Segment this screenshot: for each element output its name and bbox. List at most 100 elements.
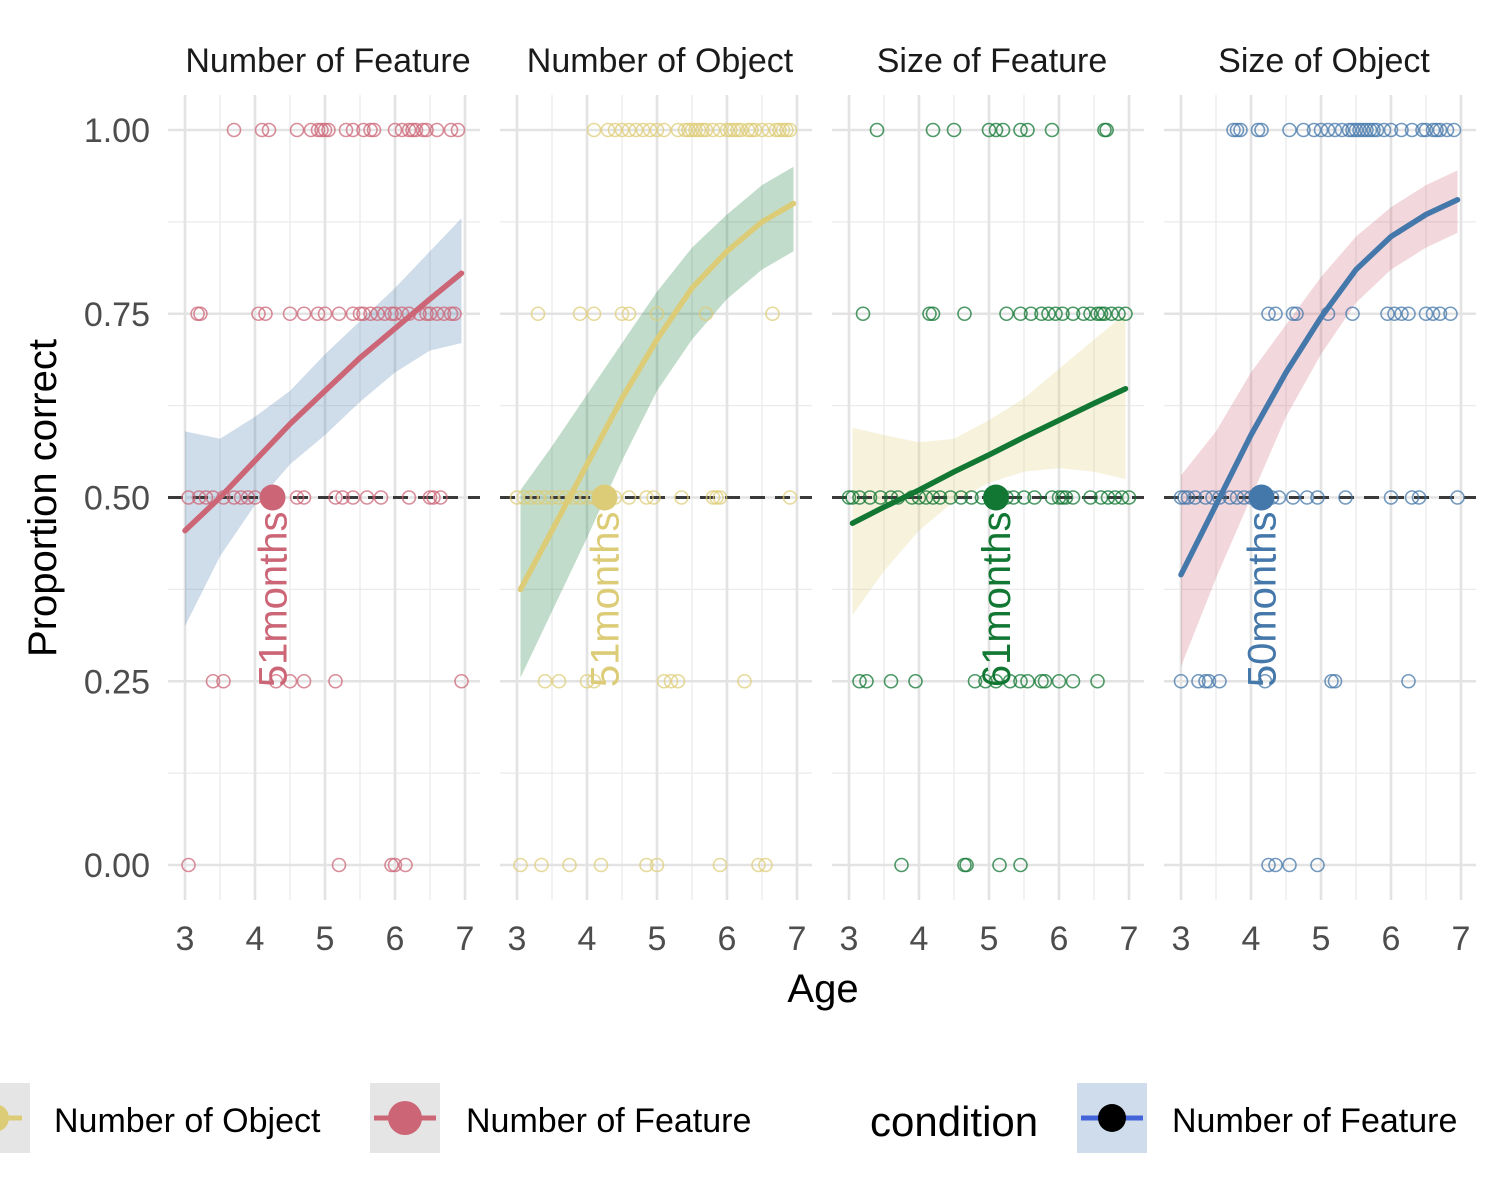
data-point — [419, 306, 434, 322]
data-point — [1345, 122, 1360, 138]
data-point — [967, 673, 983, 689]
facet-panel: 51months Number of Feature 3 4 5 6 7 — [168, 42, 480, 958]
data-point — [946, 122, 962, 138]
data-point — [1261, 857, 1276, 873]
data-point — [1345, 306, 1360, 322]
x-tick-label: 5 — [648, 920, 667, 958]
data-point — [1233, 122, 1248, 138]
data-point — [586, 306, 602, 322]
data-point — [988, 122, 1004, 138]
data-point — [646, 490, 661, 505]
data-point — [649, 122, 665, 138]
data-point — [193, 306, 208, 322]
data-point — [544, 490, 560, 505]
data-point — [1002, 673, 1018, 689]
data-point — [384, 857, 399, 873]
data-point — [1104, 306, 1119, 322]
data-point — [918, 490, 934, 505]
data-point — [1394, 122, 1409, 138]
data-point — [1065, 490, 1081, 505]
data-point — [747, 122, 763, 138]
data-point — [765, 306, 780, 322]
data-point — [1044, 122, 1060, 138]
data-point — [639, 857, 654, 873]
facet-panel: 61months Size of Feature 3 4 5 6 7 — [832, 42, 1144, 958]
data-point — [1093, 306, 1109, 322]
data-point — [579, 673, 595, 689]
data-point — [1401, 306, 1416, 322]
data-point — [988, 673, 1004, 689]
data-point — [1051, 673, 1067, 689]
data-point — [639, 490, 654, 505]
data-point — [1341, 122, 1357, 138]
data-point — [1180, 490, 1196, 505]
confidence-ribbon — [1181, 170, 1458, 667]
data-point — [1016, 490, 1032, 505]
data-point — [251, 306, 266, 322]
data-point — [1310, 857, 1325, 873]
data-point — [712, 122, 728, 138]
data-point — [331, 857, 347, 873]
fitted-curve — [517, 200, 797, 593]
data-point — [422, 490, 438, 505]
legend-title: condition — [870, 1098, 1038, 1145]
data-point — [1355, 122, 1371, 138]
data-point — [1387, 306, 1402, 322]
data-point — [1041, 306, 1056, 322]
legend-key-symbol — [0, 1104, 9, 1132]
data-point — [328, 490, 343, 505]
data-point — [649, 306, 665, 322]
data-point — [289, 490, 305, 505]
data-point — [1268, 857, 1283, 873]
data-point — [995, 122, 1011, 138]
data-point — [925, 122, 941, 138]
data-point — [296, 306, 312, 322]
data-point — [862, 490, 878, 505]
data-point — [551, 673, 567, 689]
data-point — [1282, 857, 1297, 873]
data-point — [405, 122, 420, 138]
data-point — [454, 673, 469, 689]
data-point — [387, 122, 403, 138]
data-point — [258, 306, 273, 322]
x-tick-label: 4 — [578, 920, 597, 958]
x-tick-label: 5 — [316, 920, 335, 958]
data-point — [621, 490, 637, 505]
x-tick-label: 3 — [176, 920, 195, 958]
legend-label: Number of Feature — [1172, 1102, 1457, 1140]
data-point — [419, 122, 434, 138]
y-tick-label: 0.75 — [84, 296, 150, 334]
data-point — [925, 306, 941, 322]
x-tick-label: 7 — [788, 920, 807, 958]
data-point — [754, 122, 770, 138]
data-point — [1013, 122, 1028, 138]
data-point — [943, 490, 958, 505]
data-point — [373, 490, 389, 505]
data-point — [1037, 673, 1053, 689]
data-point — [873, 490, 888, 505]
data-point — [695, 122, 710, 138]
data-point — [586, 122, 602, 138]
data-point — [712, 490, 728, 505]
data-point — [366, 122, 382, 138]
legend-label: Number of Object — [54, 1102, 321, 1140]
data-point — [363, 306, 378, 322]
data-point — [1418, 306, 1434, 322]
data-point — [282, 306, 298, 322]
data-point — [429, 122, 445, 138]
data-point — [1093, 490, 1109, 505]
data-point — [1362, 122, 1378, 138]
threshold-marker — [983, 484, 1009, 511]
data-point — [922, 306, 937, 322]
data-point — [670, 122, 686, 138]
fitted-curve — [182, 270, 465, 534]
data-point — [726, 122, 742, 138]
data-point — [674, 490, 689, 505]
data-point — [681, 122, 696, 138]
data-point — [1090, 306, 1105, 322]
data-point — [1415, 122, 1430, 138]
data-point — [1359, 122, 1374, 138]
data-point — [593, 857, 609, 873]
data-point — [310, 122, 326, 138]
data-point — [1048, 306, 1063, 322]
